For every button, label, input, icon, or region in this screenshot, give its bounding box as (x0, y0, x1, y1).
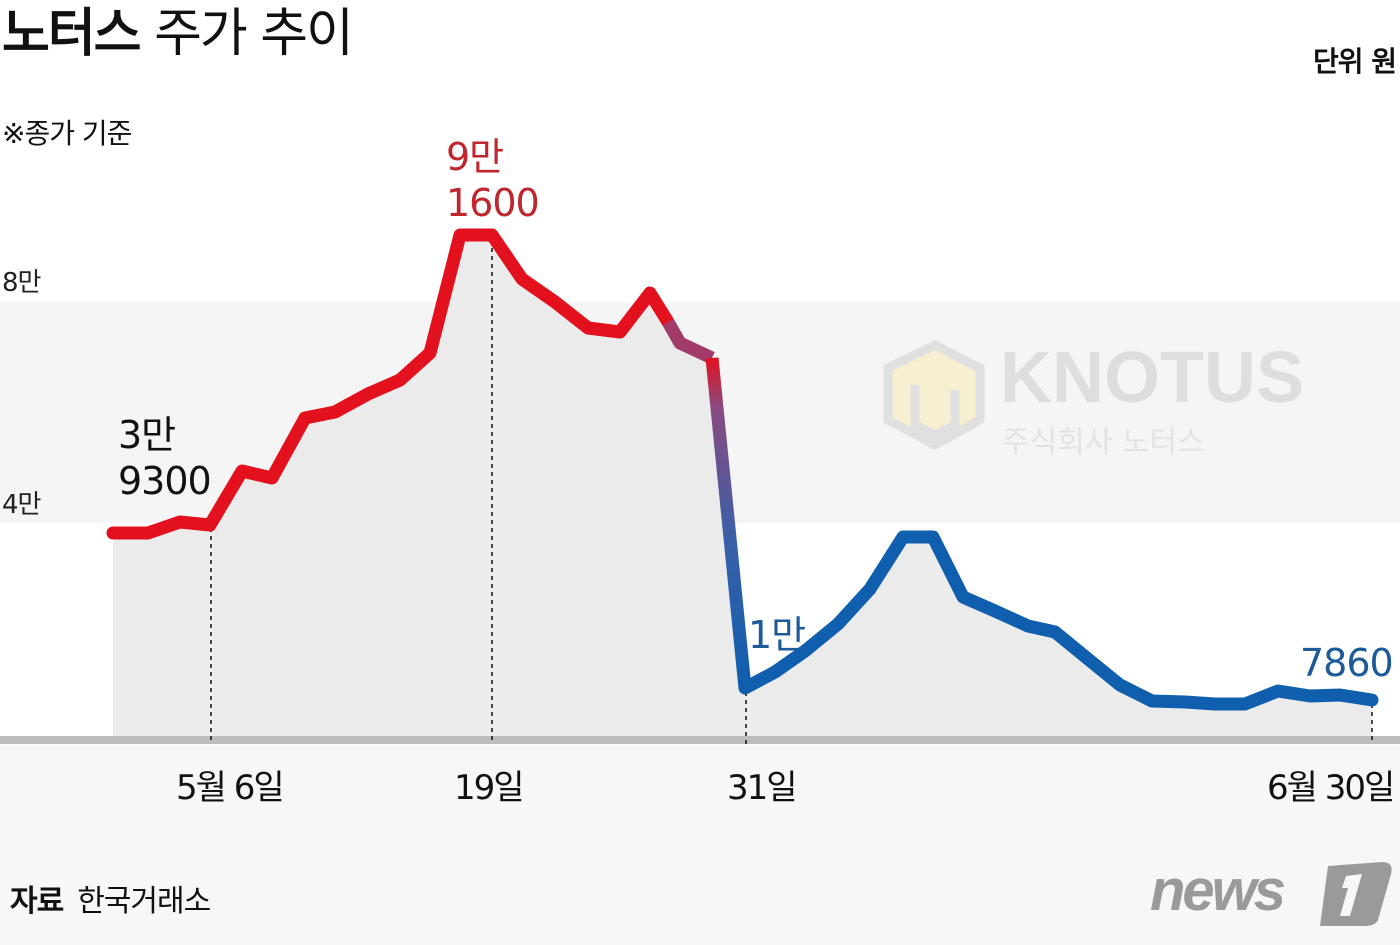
annotation-end-line1: 7860 (1300, 641, 1394, 685)
source-name: 한국거래소 (77, 884, 211, 919)
news1-logo: news (1150, 858, 1395, 932)
annotation-end: 7860 (1300, 640, 1394, 686)
x-axis-line (0, 736, 1400, 744)
chart-note: ※종가 기준 (2, 117, 132, 150)
y-tick-label: 4만 (2, 490, 41, 520)
unit-label: 단위 원 (1312, 45, 1397, 78)
series-red-line (106, 228, 675, 540)
series-transition-line (662, 318, 715, 364)
series-blue-line (738, 530, 1379, 711)
annotation-peak-line1: 9만 (446, 135, 504, 179)
annotation-peak: 9만 1600 (446, 134, 540, 226)
chart-title-rest: 주가 추이 (154, 4, 354, 64)
x-tick-label: 19일 (454, 768, 525, 808)
footer-background (0, 745, 1400, 945)
watermark-brand: KNOTUS (1000, 338, 1304, 418)
annotation-split: 1만 (748, 612, 806, 658)
y-tick-label: 8만 (2, 268, 41, 298)
series-drop-line (705, 357, 752, 689)
x-tick-label: 31일 (727, 768, 798, 808)
date-guides (210, 240, 1373, 744)
annotation-start: 3만 9300 (118, 412, 212, 504)
source-label: 자료 (10, 884, 64, 919)
watermark-company: 주식회사 노터스 (1002, 425, 1205, 460)
annotation-start-line1: 3만 (118, 413, 176, 457)
annotation-split-line1: 1만 (748, 613, 806, 657)
annotation-peak-line2: 1600 (446, 181, 540, 225)
x-tick-label: 6월 30일 (1267, 768, 1395, 808)
chart-title: 노터스 주가 추이 (2, 8, 354, 60)
chart-title-company: 노터스 (2, 4, 142, 64)
news1-logo-text: news (1150, 858, 1285, 923)
annotation-start-line2: 9300 (118, 459, 212, 503)
source-credit: 자료 한국거래소 (10, 876, 211, 920)
knotus-watermark: KNOTUS 주식회사 노터스 (883, 338, 1304, 460)
x-tick-label: 5월 6일 (176, 768, 285, 808)
